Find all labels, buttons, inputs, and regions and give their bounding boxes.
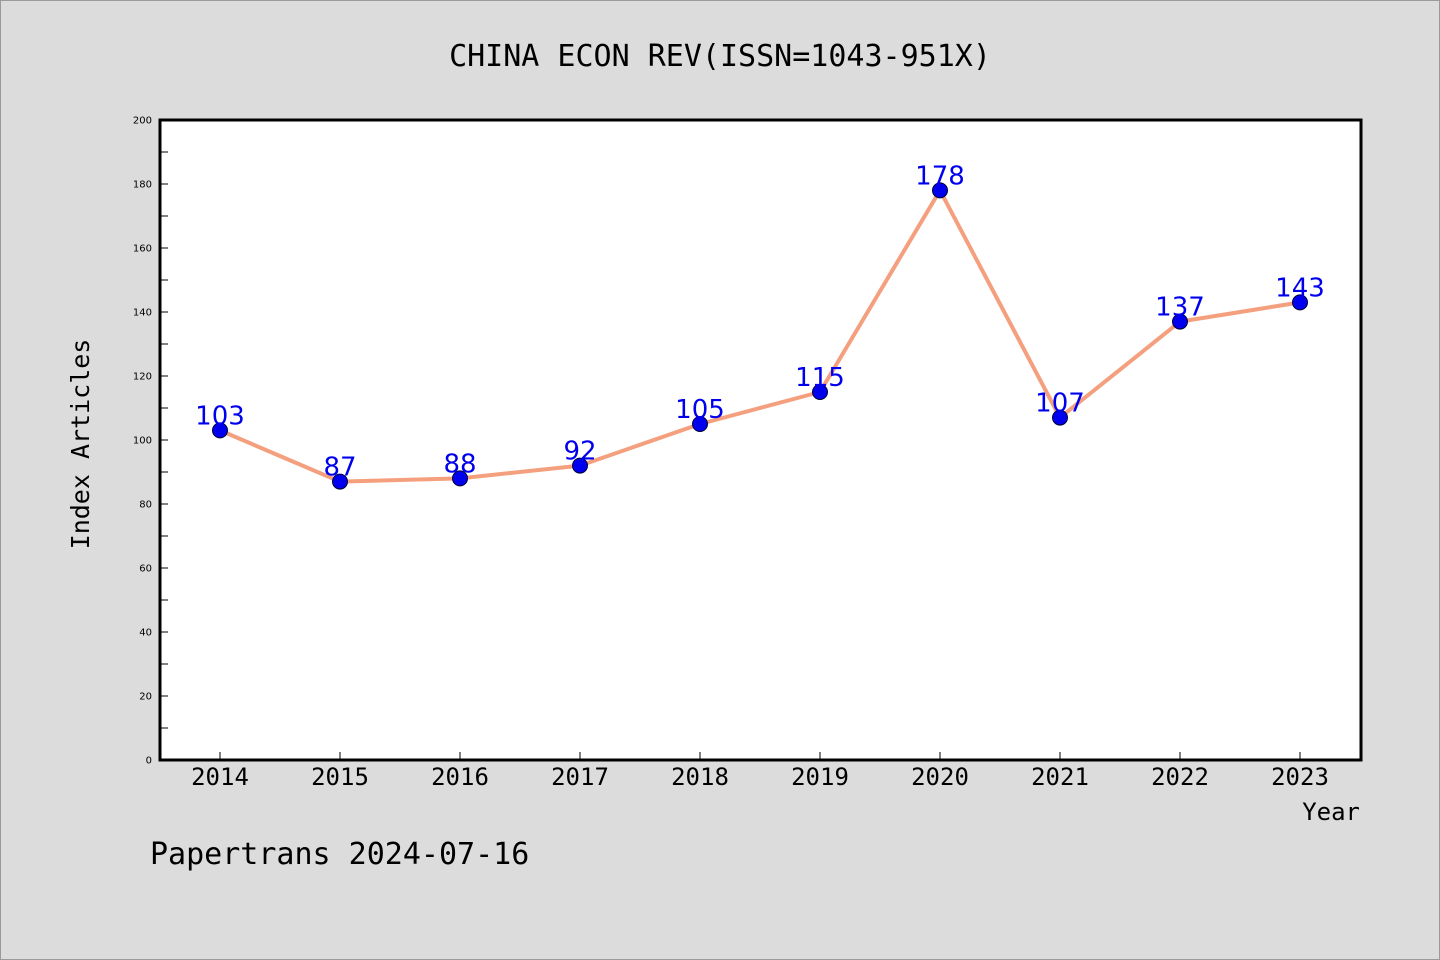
data-labels: 103 87 88 92 105 115 178 107 137 143 — [195, 161, 1325, 482]
y-tick-label: 120 — [133, 372, 152, 383]
data-label: 115 — [795, 363, 845, 393]
y-tick-label: 0 — [146, 756, 152, 767]
data-point — [692, 416, 708, 432]
data-label: 107 — [1035, 389, 1085, 419]
y-tick-label: 140 — [133, 308, 152, 319]
x-tick-label: 2021 — [1031, 763, 1089, 791]
x-tick-label: 2020 — [911, 763, 969, 791]
data-label: 105 — [675, 395, 725, 425]
data-point — [572, 457, 588, 474]
y-tick-label: 20 — [139, 692, 152, 703]
chart-title: CHINA ECON REV(ISSN=1043-951X) — [449, 39, 991, 74]
x-tick-label: 2016 — [431, 763, 489, 791]
y-tick-label: 200 — [133, 116, 152, 127]
x-axis-label: Year — [1302, 798, 1360, 826]
x-tick-label: 2019 — [791, 763, 849, 791]
data-point — [1292, 294, 1308, 311]
x-tick-label: 2015 — [311, 763, 369, 791]
data-point — [1052, 409, 1068, 426]
y-axis-label: Index Articles — [66, 339, 95, 550]
plot-area — [160, 120, 1361, 760]
x-tick-label: 2017 — [551, 763, 609, 791]
data-point — [812, 384, 828, 400]
x-axis: 2014 2015 2016 2017 2018 2019 2020 2021 2022 2023 — [191, 752, 1329, 791]
x-tick-label: 2014 — [191, 763, 249, 791]
x-tick-label: 2023 — [1271, 763, 1329, 791]
data-label: 103 — [195, 401, 245, 431]
data-label: 87 — [323, 453, 356, 483]
data-markers — [212, 182, 1308, 490]
data-label: 92 — [563, 437, 596, 467]
y-tick-label: 160 — [133, 244, 152, 255]
data-point — [932, 182, 948, 199]
data-label: 178 — [915, 161, 965, 191]
y-tick-label: 100 — [133, 436, 152, 447]
data-point — [332, 473, 348, 490]
y-tick-label: 60 — [139, 564, 152, 575]
data-point — [1172, 313, 1188, 330]
plot-border — [158, 118, 1363, 762]
y-tick-label: 40 — [139, 628, 152, 639]
data-label: 88 — [443, 449, 476, 479]
data-label: 137 — [1155, 293, 1205, 323]
data-point — [212, 422, 228, 439]
data-label: 143 — [1275, 273, 1325, 303]
y-tick-label: 180 — [133, 180, 152, 191]
data-point — [452, 470, 468, 487]
footer-text: Papertrans 2024-07-16 — [150, 837, 529, 872]
y-tick-label: 80 — [139, 500, 152, 511]
x-tick-label: 2022 — [1151, 763, 1209, 791]
x-tick-label: 2018 — [671, 763, 729, 791]
series-line — [219, 188, 1301, 484]
